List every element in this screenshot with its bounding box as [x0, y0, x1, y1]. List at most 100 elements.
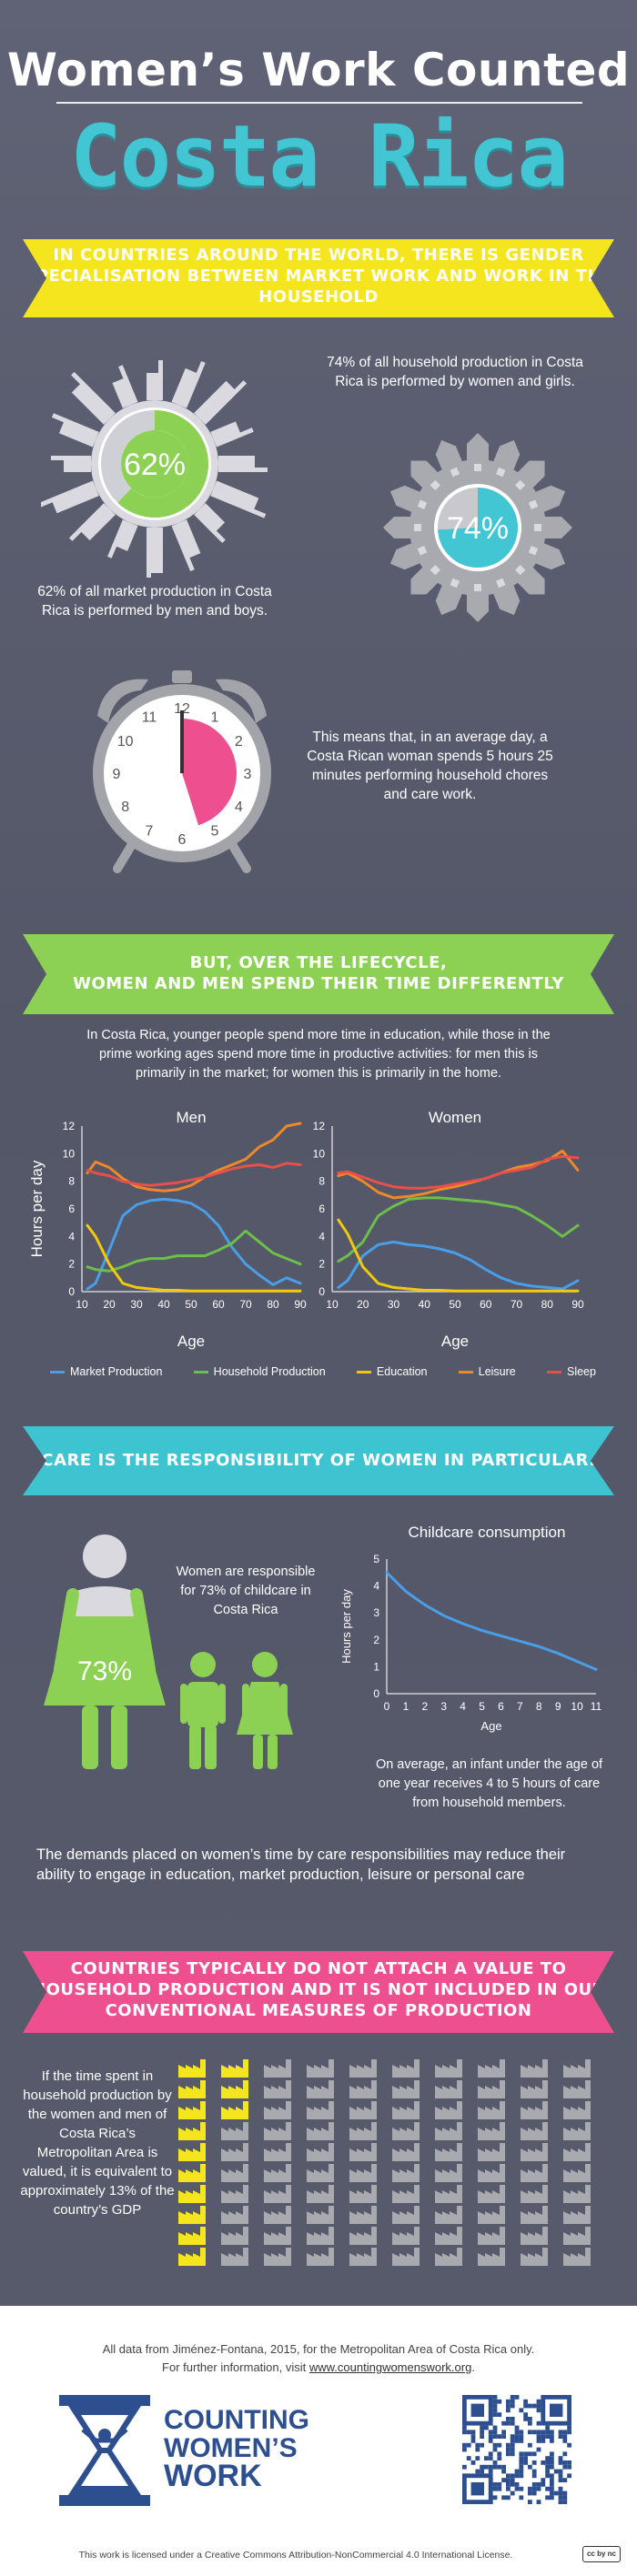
factory-icon: [392, 2122, 420, 2140]
banner-lifecycle: BUT, OVER THE LIFECYCLE, WOMEN AND MEN S…: [23, 934, 614, 1014]
factory-icon-highlighted: [178, 2206, 206, 2224]
clock-top-knob: [172, 670, 192, 683]
factory-silhouette: [210, 421, 254, 448]
factory-icon: [563, 2185, 591, 2203]
factory-icon: [392, 2248, 420, 2266]
x-axis-label: Age: [177, 1333, 205, 1350]
house-silhouette: [383, 517, 410, 538]
x-tick-label: 50: [185, 1298, 197, 1311]
factory-icon: [392, 2185, 420, 2203]
house-silhouette: [535, 543, 566, 570]
factory-silhouette: [147, 360, 163, 400]
market-percent: 62%: [124, 448, 186, 482]
factory-icon: [264, 2143, 291, 2161]
factory-silhouette: [218, 456, 268, 472]
girl-dress: [237, 1682, 293, 1735]
factory-icon: [521, 2101, 548, 2119]
factory-icon: [521, 2227, 548, 2245]
factory-silhouette: [41, 480, 99, 514]
factory-icon-highlighted: [178, 2122, 206, 2140]
factory-icon: [563, 2248, 591, 2266]
title-line1: Women’s Work Counted: [6, 44, 631, 96]
legend-label: Market Production: [70, 1365, 163, 1378]
woman-arm-left: [54, 1588, 79, 1675]
factory-icon: [264, 2164, 291, 2182]
clock-number: 5: [211, 823, 219, 839]
factory-icon: [392, 2164, 420, 2182]
chart-legend: Market Production Household Production Edu…: [50, 1363, 596, 1381]
clock-number: 11: [142, 710, 157, 726]
legend-swatch: [458, 1370, 473, 1374]
demands-text: The demands placed on women’s time by ca…: [36, 1846, 566, 1883]
clock-number: 10: [117, 734, 134, 750]
x-tick-label: 8: [536, 1700, 542, 1713]
factory-silhouette: [194, 503, 226, 543]
lifecycle-text: In Costa Rica, younger people spend more…: [86, 1028, 551, 1081]
x-tick-label: 30: [388, 1298, 400, 1311]
x-tick-label: 9: [555, 1700, 561, 1713]
house-silhouette: [517, 567, 545, 595]
x-tick-label: 60: [480, 1298, 492, 1311]
boy-arm-right: [218, 1684, 226, 1724]
factory-icon: [264, 2101, 291, 2119]
x-tick-label: 70: [511, 1298, 523, 1311]
factory-icon: [349, 2059, 377, 2078]
legend-label: Education: [376, 1365, 428, 1378]
factory-icon: [563, 2143, 591, 2161]
y-tick-label: 4: [68, 1230, 75, 1243]
factory-icon: [478, 2164, 505, 2182]
legend-swatch: [356, 1370, 371, 1374]
cc-license-badge[interactable]: cc by nc: [582, 2546, 621, 2562]
logo-line3: WORK: [164, 2459, 262, 2493]
alarm-clock-graphic: 12 12 3 4 5 6 7 8 9 10 11: [93, 670, 271, 873]
factory-icon: [435, 2143, 462, 2161]
childcare-caption: On average, an infant under the age of o…: [375, 1757, 603, 1810]
factory-silhouette: [51, 413, 99, 448]
x-tick-label: 30: [130, 1298, 143, 1311]
factory-icon: [221, 2248, 248, 2266]
website-link[interactable]: www.countingwomenswork.org: [308, 2360, 472, 2374]
factory-icon: [264, 2080, 291, 2098]
factory-icon: [478, 2206, 505, 2224]
factory-icon: [264, 2227, 291, 2245]
boy-leg-right: [205, 1726, 217, 1769]
x-tick-label: 10: [326, 1298, 339, 1311]
y-tick-label: 6: [318, 1202, 325, 1215]
factory-icon: [349, 2185, 377, 2203]
x-axis-label: Age: [480, 1719, 501, 1733]
house-silhouette: [435, 585, 462, 616]
market-center: [121, 430, 188, 498]
clock-caption: This means that, in an average day, a Co…: [307, 730, 553, 802]
factory-icon: [264, 2185, 291, 2203]
gdp-caption: If the time spent in household productio…: [20, 2068, 175, 2218]
logo-wordmark: COUNTING WOMEN’S WORK: [164, 2406, 309, 2493]
clock-number: 6: [178, 832, 187, 848]
factory-icon-highlighted: [178, 2101, 206, 2119]
legend-item: Sleep: [546, 1363, 596, 1381]
legend-swatch: [193, 1370, 208, 1374]
factory-icon: [221, 2164, 248, 2182]
woman-leg-right: [111, 1706, 127, 1769]
factory-icon: [349, 2143, 377, 2161]
house-silhouette: [410, 567, 439, 595]
factory-icon: [478, 2080, 505, 2098]
x-tick-label: 40: [419, 1298, 431, 1311]
clock-time-wedge: [182, 719, 238, 826]
factory-silhouette: [171, 519, 201, 572]
x-axis-label: Age: [441, 1333, 469, 1350]
clock-number: 4: [235, 800, 243, 815]
x-tick-label: 90: [571, 1298, 584, 1311]
y-tick-label: 10: [313, 1147, 326, 1160]
factory-icon: [435, 2122, 462, 2140]
factory-icon: [478, 2101, 505, 2119]
factory-icon: [435, 2248, 462, 2266]
house-silhouette: [410, 460, 439, 488]
factory-silhouette: [68, 503, 116, 541]
house-silhouette: [535, 485, 566, 512]
factory-icon: [478, 2185, 505, 2203]
x-tick-label: 6: [498, 1700, 504, 1713]
household-caption: 74% of all household production in Costa…: [327, 355, 583, 389]
factory-icon-highlighted: [178, 2080, 206, 2098]
factory-silhouette: [71, 371, 116, 425]
